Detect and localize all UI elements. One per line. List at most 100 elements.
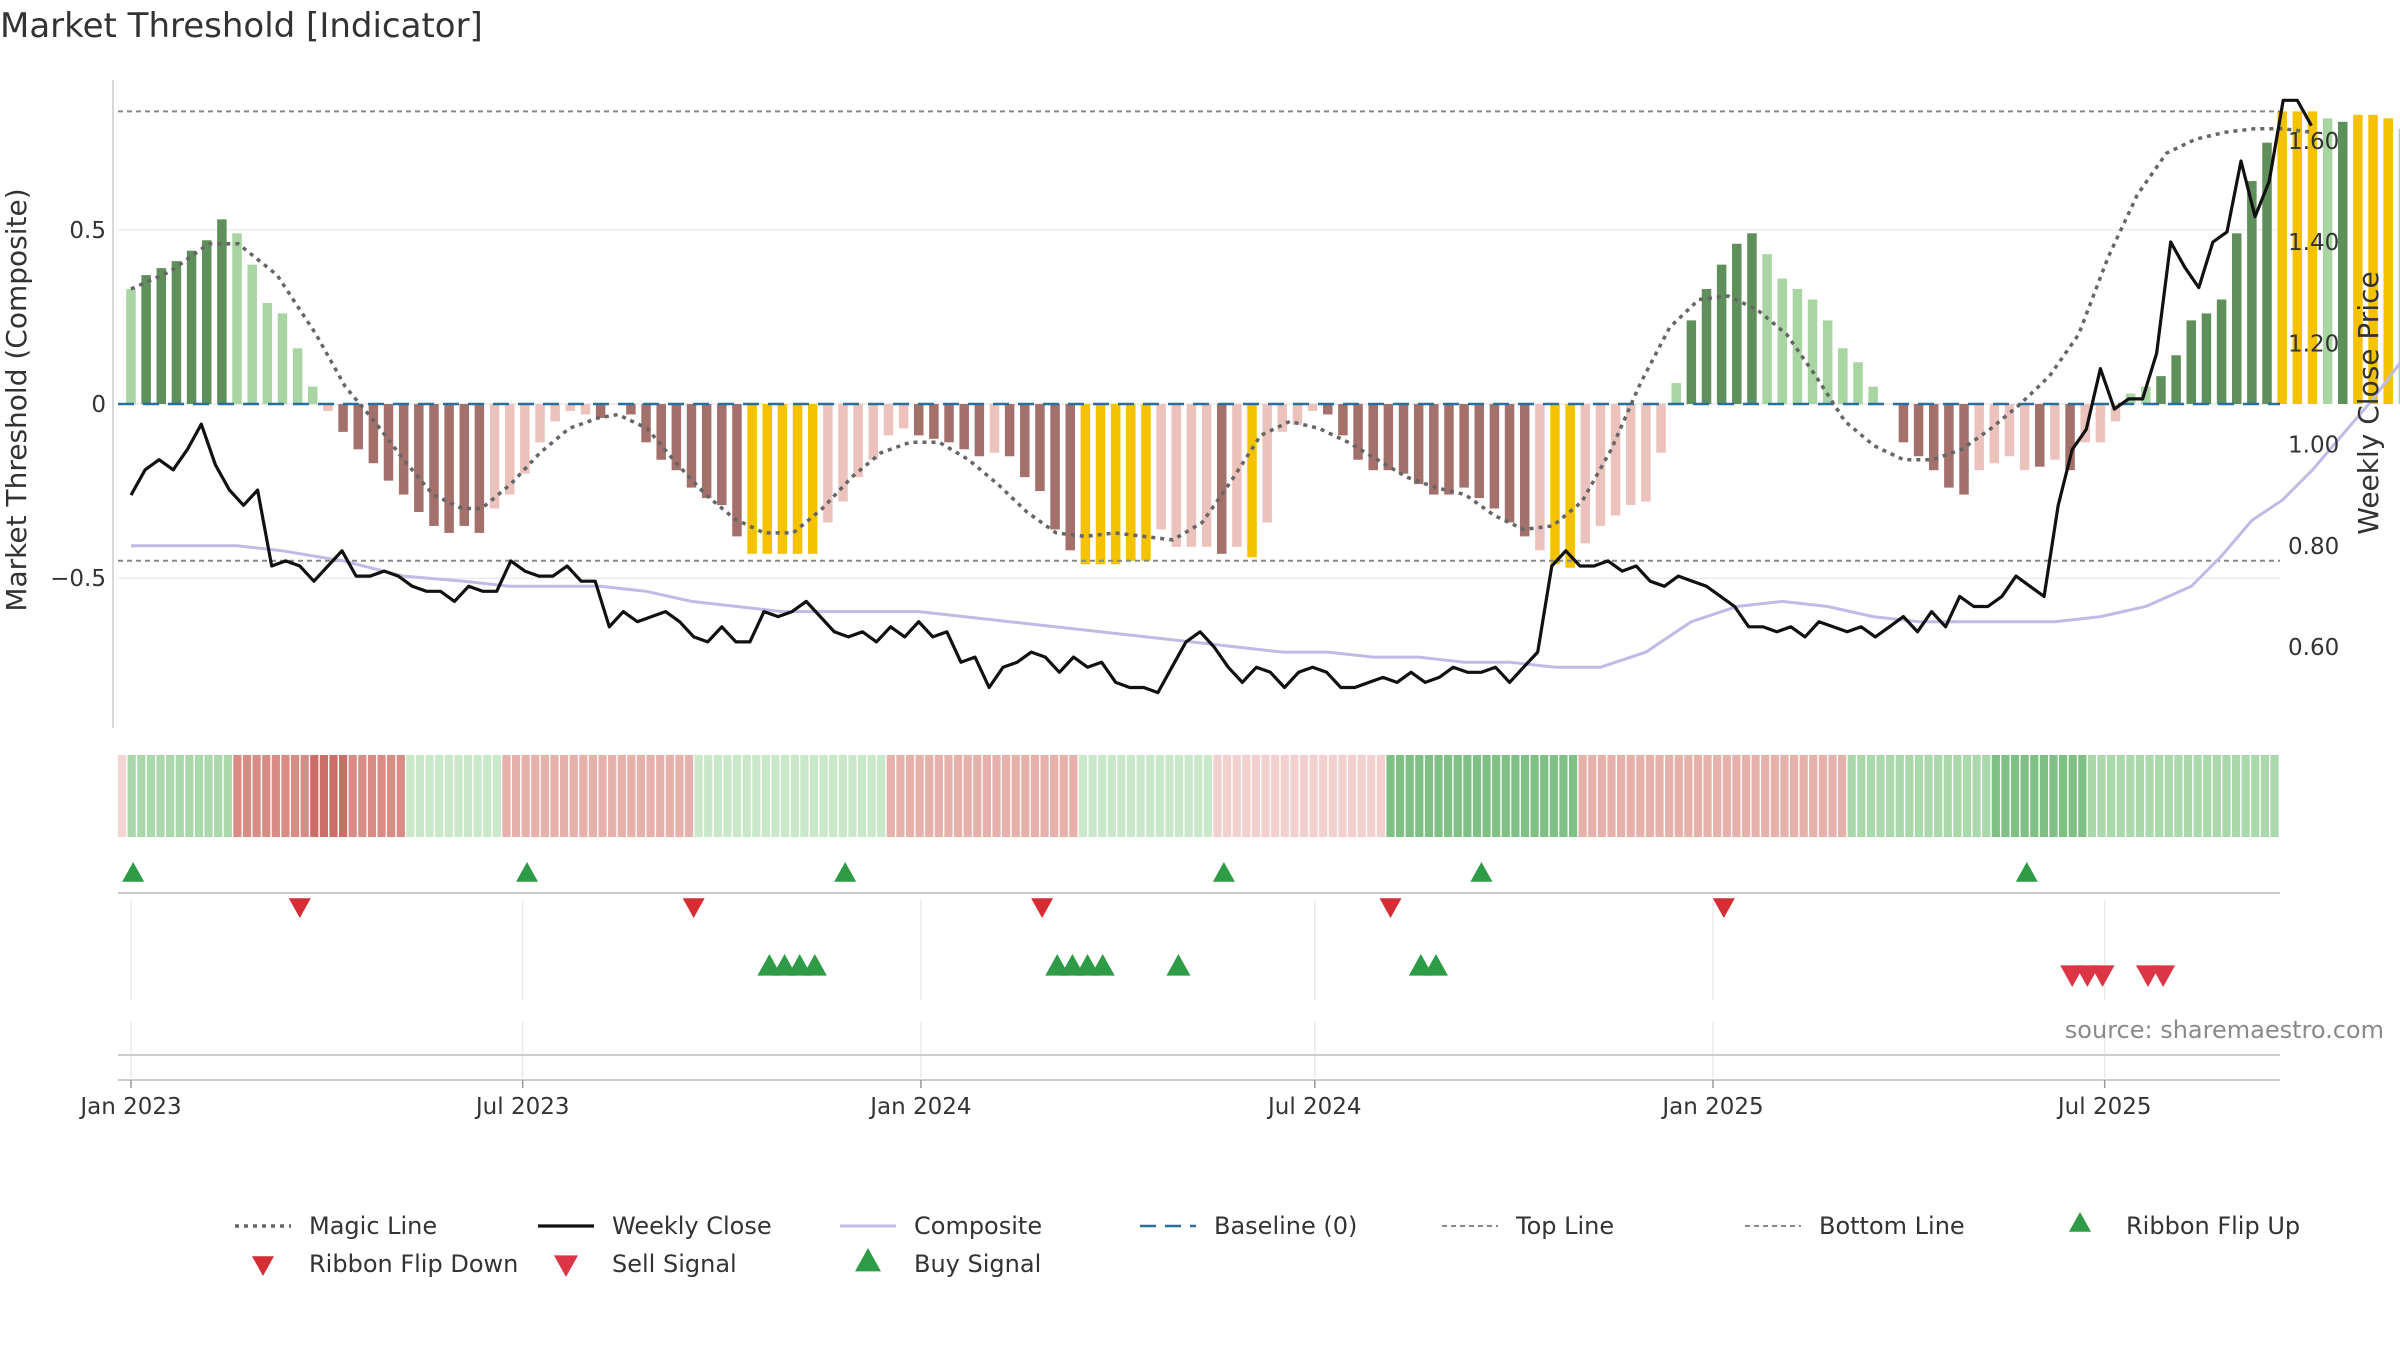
ribbon-cell	[1328, 755, 1337, 837]
threshold-bar	[1671, 383, 1681, 404]
ribbon-cell	[1242, 755, 1251, 837]
ribbon-cell	[127, 755, 136, 837]
ribbon-cell	[406, 755, 415, 837]
ribbon-cell	[396, 755, 405, 837]
buy-signal-marker	[1423, 954, 1448, 976]
threshold-bar	[2322, 118, 2333, 405]
ribbon-flip-up-marker	[1470, 862, 1493, 882]
ribbon-cell	[2251, 755, 2260, 837]
threshold-bar	[1323, 404, 1333, 415]
ribbon-cell	[2030, 755, 2039, 837]
ribbon-cell	[1223, 755, 1232, 837]
threshold-bar	[701, 404, 712, 499]
legend-label: Weekly Close	[612, 1212, 772, 1240]
threshold-bar	[807, 404, 818, 554]
ribbon-cell	[1934, 755, 1943, 837]
threshold-bar	[308, 386, 318, 404]
ribbon-flip-down-marker	[288, 898, 311, 918]
ribbon-cell	[1002, 755, 1011, 837]
ribbon-cell	[1799, 755, 1808, 837]
threshold-bar	[989, 404, 1000, 453]
legend-label: Composite	[914, 1212, 1042, 1240]
ribbon-cell	[2001, 755, 2010, 837]
threshold-bar	[1913, 404, 1924, 457]
ribbon-cell	[2155, 755, 2164, 837]
ribbon-cell	[1972, 755, 1981, 837]
threshold-bar	[1110, 404, 1121, 565]
threshold-bar	[656, 404, 666, 460]
ribbon-cell	[1655, 755, 1664, 837]
ribbon-cell	[761, 755, 771, 837]
threshold-bar	[974, 404, 985, 457]
threshold-bar	[429, 404, 439, 526]
ribbon-cell	[281, 755, 290, 837]
ribbon-cell	[1136, 755, 1145, 837]
ribbon-cell	[1203, 755, 1213, 837]
threshold-bar	[823, 404, 833, 523]
threshold-bar	[1171, 404, 1182, 547]
gridlines	[118, 229, 2280, 1078]
ribbon-cell	[1146, 755, 1155, 837]
threshold-bar	[156, 268, 167, 404]
ribbon-cell	[1155, 755, 1164, 837]
threshold-bar	[1004, 404, 1015, 457]
ribbon-cell	[2212, 755, 2221, 837]
threshold-bar	[2095, 404, 2106, 443]
threshold-bar	[1762, 254, 1772, 404]
threshold-bar	[2110, 404, 2121, 422]
threshold-bar	[368, 404, 379, 464]
threshold-bar	[444, 404, 454, 533]
threshold-bar	[747, 404, 757, 554]
threshold-bar	[277, 313, 288, 404]
ribbon-cell	[857, 755, 867, 837]
ribbon-cell	[713, 755, 722, 837]
threshold-bar	[1126, 404, 1136, 561]
legend-label: Ribbon Flip Down	[309, 1250, 518, 1278]
threshold-bar	[2398, 128, 2400, 404]
sell-signal-marker	[2060, 965, 2085, 987]
ribbon-cell	[1751, 755, 1760, 837]
threshold-bar	[1550, 404, 1560, 565]
ribbon-cell	[1713, 755, 1722, 837]
ribbon-cell	[511, 755, 521, 837]
buy-signal-marker	[772, 954, 797, 976]
ribbon-cell	[1703, 755, 1712, 837]
legend-ribbon-flip-down-swatch	[252, 1256, 274, 1276]
legend-ribbon-flip-up-swatch	[2069, 1212, 2091, 1232]
threshold-bar	[1201, 404, 1212, 547]
ribbon-cell	[771, 755, 780, 837]
ribbon-cell	[252, 755, 261, 837]
threshold-bars	[126, 111, 2400, 568]
ribbon-cell	[1107, 755, 1116, 837]
threshold-bar	[1444, 404, 1454, 495]
threshold-bar	[1853, 362, 1863, 404]
ribbon-cell	[492, 755, 501, 837]
chart-lines	[118, 98, 2400, 695]
threshold-bar	[2186, 320, 2197, 404]
threshold-bar	[1020, 404, 1030, 478]
ribbon-cell	[838, 755, 847, 837]
threshold-bar	[1232, 404, 1242, 547]
threshold-bar	[1156, 404, 1166, 530]
ribbon-cell	[1559, 755, 1568, 837]
threshold-bar	[1050, 404, 1060, 530]
ribbon-cell	[2010, 755, 2020, 837]
ribbon-cell	[175, 755, 184, 837]
buy-signal-marker	[1045, 954, 1070, 976]
buy-signal-marker	[787, 954, 812, 976]
threshold-bar	[2171, 355, 2181, 404]
threshold-bar	[1807, 299, 1818, 404]
ribbon-cell	[1924, 755, 1933, 837]
ribbon-cell	[1271, 755, 1280, 837]
ribbon-cell	[387, 755, 396, 837]
threshold-bar	[414, 404, 424, 512]
ribbon-cell	[1424, 755, 1434, 837]
sell-signal-marker	[2151, 965, 2176, 987]
ribbon-cell	[339, 755, 348, 837]
threshold-bar	[595, 404, 606, 418]
ribbon-cell	[973, 755, 982, 837]
threshold-bar	[232, 233, 242, 404]
ribbon-cell	[1386, 755, 1395, 837]
ribbon-cell	[1309, 755, 1318, 837]
ribbon-cell	[1530, 755, 1539, 837]
